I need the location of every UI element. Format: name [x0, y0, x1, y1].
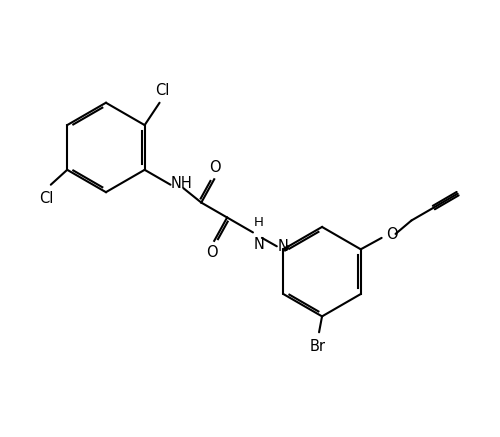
Text: H: H	[254, 216, 264, 229]
Text: N: N	[254, 237, 264, 253]
Text: NH: NH	[171, 176, 192, 191]
Text: Br: Br	[310, 339, 326, 354]
Text: O: O	[206, 245, 218, 260]
Text: Cl: Cl	[38, 191, 53, 206]
Text: O: O	[386, 227, 398, 242]
Text: N: N	[278, 239, 288, 254]
Text: Cl: Cl	[155, 83, 169, 98]
Text: O: O	[210, 160, 221, 175]
